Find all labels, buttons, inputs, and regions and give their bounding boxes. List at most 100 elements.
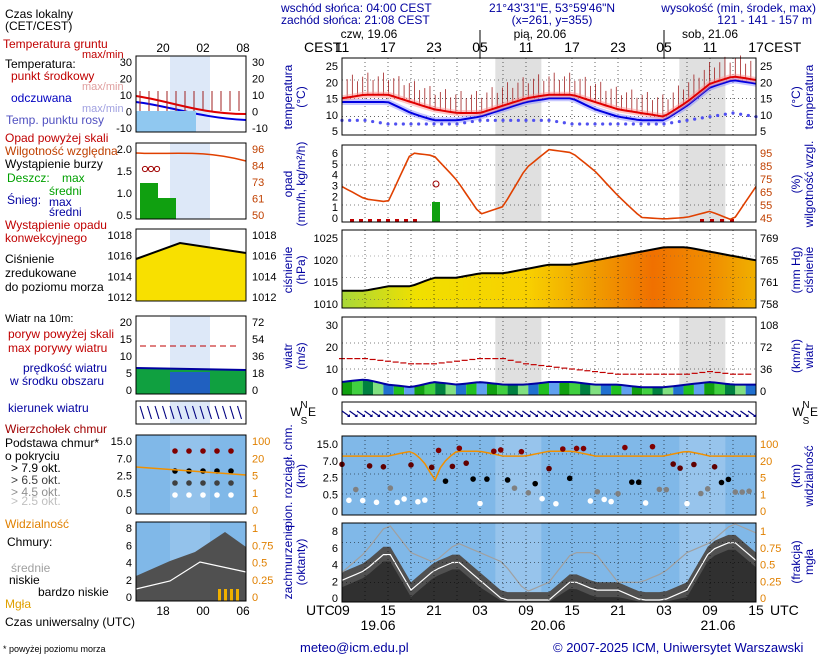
cloud-base-dot [580, 445, 587, 452]
legend-tick-label: 0 [252, 107, 258, 119]
wind-arrow-head [550, 414, 553, 417]
altitude-values: 121 - 141 - 157 m [717, 13, 812, 27]
legend-tick-label: 6 [126, 540, 132, 552]
axis-tick-label: 0 [332, 213, 338, 225]
axis-title-text: temperatura [802, 64, 816, 129]
legend-panel-border [135, 315, 247, 395]
sunset-text: zachód słońca: 21:08 CEST [281, 13, 430, 27]
axis-tick-label: 100 [760, 439, 778, 451]
precip-marker [730, 219, 734, 222]
wind-arrow-head [632, 414, 636, 417]
wind-speed-area [600, 384, 612, 395]
wind-arrow [627, 410, 636, 417]
legend-wind-speed: prędkość wiatru [23, 361, 107, 375]
axis-title-text: wilgotność wzgl. [802, 141, 816, 229]
cloud-base-dot [484, 476, 490, 482]
wind-arrow [679, 410, 688, 417]
cloud-base-dot [435, 447, 442, 454]
legend-rain-max: max [62, 171, 85, 185]
cloud-base-dot [442, 478, 449, 484]
wind-speed-area [435, 382, 446, 395]
legend-tick-label: 15.0 [111, 436, 132, 448]
wind-arrow [371, 410, 380, 417]
wind-arrow [499, 410, 508, 417]
wind-arrow [469, 410, 478, 417]
cloud-base-dot [566, 475, 573, 482]
axis-tick-label: 1010 [314, 299, 338, 311]
wind-arrow-head [414, 414, 418, 417]
legend-tick-label: 15 [120, 334, 132, 346]
axis-title: ciśnienie (hPa) [281, 246, 308, 293]
wind-arrow [649, 410, 658, 417]
compass-label: W [792, 405, 804, 419]
legend-utc-title: Czas uniwersalny (UTC) [5, 615, 135, 629]
dew-point-dot [616, 122, 620, 126]
cest-label-left: CEST [304, 39, 342, 55]
axis-tick-label: 6 [332, 148, 338, 160]
legend-tick-label: 0 [252, 505, 258, 517]
legend-tick-label: 1014 [108, 271, 132, 283]
axis-tick-label: 30 [326, 320, 338, 332]
wind-arrow [657, 410, 666, 417]
wind-arrow [687, 410, 696, 417]
legend-storm-marker [153, 165, 161, 173]
dew-point-dot [708, 115, 712, 119]
wind-arrow [597, 410, 605, 417]
wind-arrow [341, 410, 350, 417]
wind-arrow-head [557, 414, 561, 417]
cloud-base-dot [601, 496, 607, 503]
wind-speed-area [342, 380, 353, 395]
cloud-base-dot [663, 486, 670, 493]
axis-tick-label: 0 [760, 506, 766, 518]
legend-ground-maxmin: max/min [82, 49, 124, 61]
utc-hour-label: 21 [426, 602, 442, 618]
day-label: sob, 21.06 [682, 27, 738, 41]
legend-wind-arrow [146, 405, 153, 420]
dew-point-dot [401, 122, 405, 126]
wind-arrow [612, 410, 621, 417]
wind-arrow-head [474, 414, 478, 417]
cloud-base-dot [525, 490, 532, 496]
dew-point-dot [700, 116, 704, 120]
axis-title: wiatr (m/s) [281, 342, 308, 369]
wind-speed-area [507, 384, 518, 395]
legend-tick-label: 72 [252, 317, 264, 329]
axis-tick-label: 108 [760, 320, 778, 332]
axis-tick-label: 0 [332, 506, 338, 518]
cest-hour-label: 23 [610, 39, 626, 55]
legend-tick-label: 61 [252, 194, 264, 206]
compass-label: N [802, 400, 809, 411]
legend-tick-label: 0 [126, 505, 132, 517]
legend-tick-label: 7.0 [117, 453, 132, 465]
axis-tick-label: 0.5 [760, 560, 775, 572]
precip-marker [368, 219, 372, 222]
legend-tick-label: -10 [116, 123, 132, 135]
wind-arrow-head [444, 414, 448, 417]
rain-bar [432, 202, 440, 222]
legend-rain: Deszcz: [7, 171, 50, 185]
wind-arrow-head [580, 414, 584, 417]
axis-title-text: (km) [789, 464, 803, 488]
legend-rain-mid: średni [49, 184, 82, 198]
dew-point-dot [501, 118, 505, 122]
legend-cloud-dot [214, 492, 220, 498]
utc-hour-label: 03 [656, 602, 672, 618]
wind-arrow-head [572, 414, 576, 417]
wind-speed-area [383, 383, 394, 395]
axis-tick-label: 15.0 [317, 439, 338, 451]
wind-speed-area [642, 387, 653, 395]
legend-tick-label: 0 [126, 385, 132, 397]
legend-dew-point: Temp. punktu rosy [6, 113, 104, 127]
sunrise-text: wschód słońca: 04:00 CEST [280, 1, 432, 15]
footer-email[interactable]: meteo@icm.edu.pl [300, 640, 409, 655]
legend-tick-label: 18 [252, 368, 264, 380]
dew-point-dot [578, 122, 582, 126]
utc-hour-label: 15 [564, 602, 580, 618]
wind-arrow [409, 410, 418, 417]
legend-tick-label: 1014 [252, 271, 276, 283]
axis-title-text: opad [281, 171, 295, 198]
wind-arrow-head [753, 414, 756, 417]
legend-cloud-dot [214, 448, 220, 454]
legend-clouds: Chmury: [7, 535, 52, 549]
compass-label: S [803, 416, 810, 427]
